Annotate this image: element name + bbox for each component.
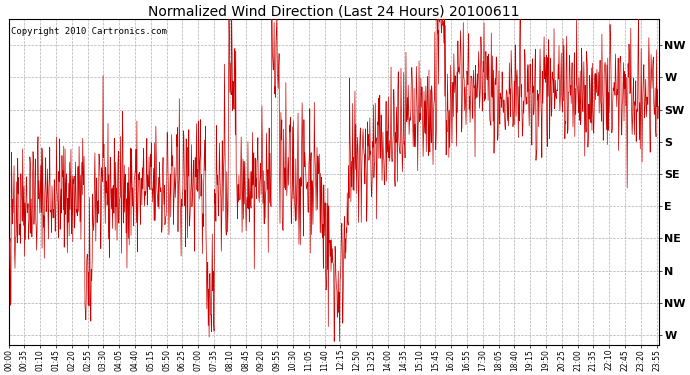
- Title: Normalized Wind Direction (Last 24 Hours) 20100611: Normalized Wind Direction (Last 24 Hours…: [148, 4, 520, 18]
- Text: Copyright 2010 Cartronics.com: Copyright 2010 Cartronics.com: [10, 27, 166, 36]
